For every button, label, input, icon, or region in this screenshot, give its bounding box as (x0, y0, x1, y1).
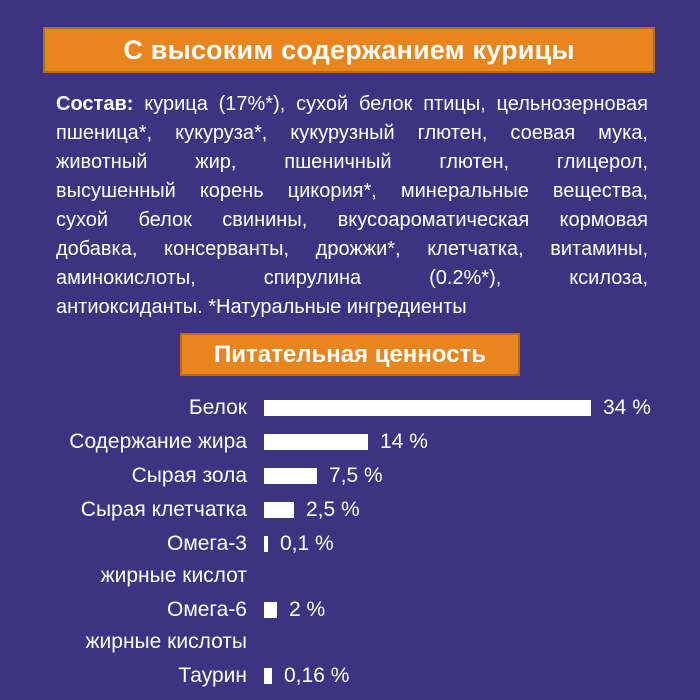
nutrition-banner: Питательная ценность (180, 333, 520, 376)
chart-bar (264, 502, 294, 518)
chart-bar-zone: 14 % (264, 426, 428, 458)
nutrition-banner-label: Питательная ценность (213, 340, 486, 368)
chart-bar-zone: 34 % (264, 392, 651, 424)
ingredients-line: сухой белок свинины, вкусоароматическая … (56, 209, 648, 231)
ingredients-line: пшеница*, кукуруза*, кукурузный глютен, … (56, 122, 648, 144)
chart-value-label: 2,5 % (306, 498, 360, 521)
chart-bar (264, 434, 368, 450)
chart-bar-zone: 2 % (264, 594, 325, 626)
chart-row-label: Содержание жира (69, 430, 247, 453)
ingredients-line: Состав: курица (17%*), сухой белок птицы… (56, 93, 648, 115)
ingredients-line: добавка, консерванты, дрожжи*, клетчатка… (56, 238, 648, 260)
header-banner-label: С высоким содержанием курицы (123, 34, 575, 65)
ingredients-heading: Состав: (56, 93, 134, 115)
chart-value-label: 14 % (380, 430, 428, 453)
chart-row: Омега-6 жирные кислоты 2 % (40, 594, 672, 658)
chart-bar (264, 602, 277, 618)
chart-value-label: 2 % (289, 598, 326, 621)
chart-row-label: Белок (188, 396, 247, 419)
chart-row: Содержание жира 14 % (40, 426, 672, 458)
chart-row: Сырая зола 7,5 % (40, 460, 672, 492)
ingredients-line: аминокислоты, спирулина (0.2%*), ксилоза… (56, 267, 648, 289)
chart-bar-zone: 2,5 % (264, 494, 360, 526)
chart-row-label: Сырая зола (131, 464, 247, 487)
chart-row-label: Таурин (178, 664, 247, 687)
chart-bar-zone: 0,16 % (264, 660, 349, 692)
chart-row: Белок 34 % (40, 392, 672, 424)
header-banner: С высоким содержанием курицы (43, 27, 655, 73)
chart-row: Сырая клетчатка 2,5 % (40, 494, 672, 526)
chart-bar (264, 668, 272, 684)
chart-row-label: Омега-3 жирные кислот (100, 532, 247, 587)
chart-value-label: 0,16 % (284, 664, 350, 687)
chart-bar (264, 536, 268, 552)
ingredients-line: животный жир, пшеничный глютен, глицерол… (56, 151, 648, 173)
chart-value-label: 34 % (603, 396, 651, 419)
chart-bar-zone: 0,1 % (264, 528, 334, 560)
chart-bar-zone: 7,5 % (264, 460, 383, 492)
chart-bar (264, 468, 317, 484)
ingredients-line: высушенный корень цикория*, минеральные … (56, 180, 648, 202)
ingredients-text-block: Состав: курица (17%*), сухой белок птицы… (56, 90, 648, 322)
chart-value-label: 7,5 % (329, 464, 383, 487)
chart-bar (264, 400, 591, 416)
chart-row: Омега-3 жирные кислот 0,1 % (40, 528, 672, 592)
nutrition-bar-chart: Белок 34 % Содержание жира 14 % Сырая зола 7,… (40, 392, 672, 694)
chart-value-label: 0,1 % (280, 532, 334, 555)
chart-row-label: Омега-6 жирные кислоты (85, 598, 248, 653)
ingredients-line: антиоксиданты. *Натуральные ингредиенты (56, 296, 467, 318)
chart-row: Таурин 0,16 % (40, 660, 672, 692)
chart-row-label: Сырая клетчатка (80, 498, 247, 521)
